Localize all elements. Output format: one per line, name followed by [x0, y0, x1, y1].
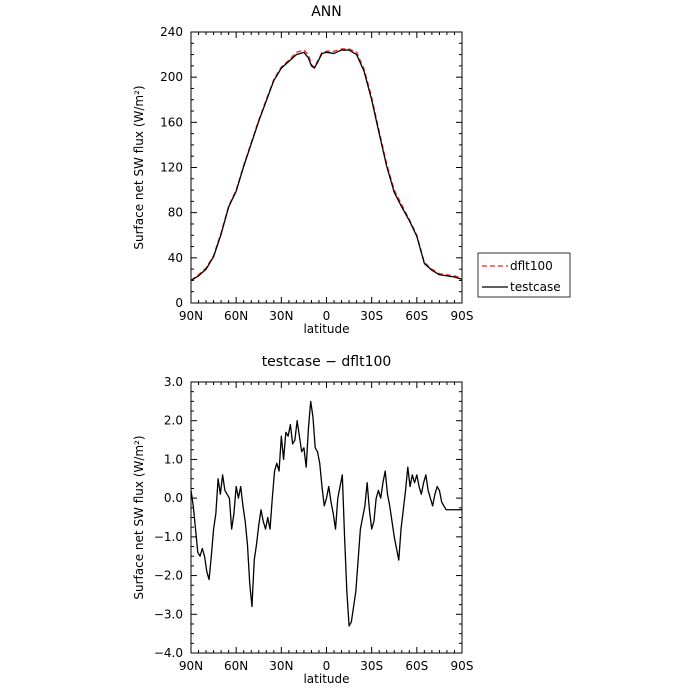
x-tick-label: 90N: [179, 309, 203, 323]
y-tick-label: −1.0: [154, 530, 183, 544]
series-line: [190, 48, 463, 281]
y-tick-label: −2.0: [154, 569, 183, 583]
legend-box: [477, 252, 571, 298]
series-line: [190, 400, 462, 627]
y-tick-label: 240: [160, 25, 183, 39]
x-tick-label: 90S: [451, 309, 474, 323]
bottom-panel: testcase − dflt100 90N 60N 30N 0 30S 60S 90S −4.…: [132, 354, 473, 686]
y-tick-label: 0.0: [164, 491, 183, 505]
x-axis-label: latitude: [303, 322, 349, 336]
y-tick-label: 3.0: [164, 375, 183, 389]
x-tick-label: 0: [323, 309, 331, 323]
y-tick-label: 120: [160, 161, 183, 175]
series-line: [190, 49, 463, 281]
x-tick-label: 60S: [405, 309, 428, 323]
x-tick-label: 60N: [224, 309, 248, 323]
y-tick-label: −3.0: [154, 607, 183, 621]
y-tick-label: −4.0: [154, 646, 183, 660]
panel-title: testcase − dflt100: [262, 354, 392, 370]
plot-frame: [190, 381, 463, 654]
x-tick-label: 30S: [360, 309, 383, 323]
panel-title: ANN: [311, 4, 342, 20]
y-tick-label: 1.0: [164, 452, 183, 466]
y-axis-label: Surface net SW flux (W/m²): [132, 85, 146, 249]
x-tick-label: 30N: [269, 659, 293, 673]
y-tick-label: 40: [168, 251, 183, 265]
x-tick-label: 90S: [451, 659, 474, 673]
legend-label: dflt100: [510, 259, 553, 273]
legend: dflt100 testcase: [477, 252, 571, 298]
x-tick-label: 30N: [269, 309, 293, 323]
y-tick-label: 80: [168, 206, 183, 220]
plot-frame: [190, 31, 463, 304]
x-tick-label: 60S: [405, 659, 428, 673]
y-tick-label: 200: [160, 70, 183, 84]
y-tick-label: 0: [175, 296, 183, 310]
top-panel: ANN 90N 60N 30N 0 30S 60S 90S 0 40 80 120 160 200 240 l…: [132, 4, 473, 336]
x-tick-label: 90N: [179, 659, 203, 673]
y-axis-label: Surface net SW flux (W/m²): [132, 435, 146, 599]
y-tick-label: 160: [160, 115, 183, 129]
y-tick-label: 2.0: [164, 414, 183, 428]
legend-label: testcase: [510, 280, 561, 294]
x-tick-label: 60N: [224, 659, 248, 673]
x-axis-label: latitude: [303, 672, 349, 686]
x-tick-label: 30S: [360, 659, 383, 673]
x-tick-label: 0: [323, 659, 331, 673]
